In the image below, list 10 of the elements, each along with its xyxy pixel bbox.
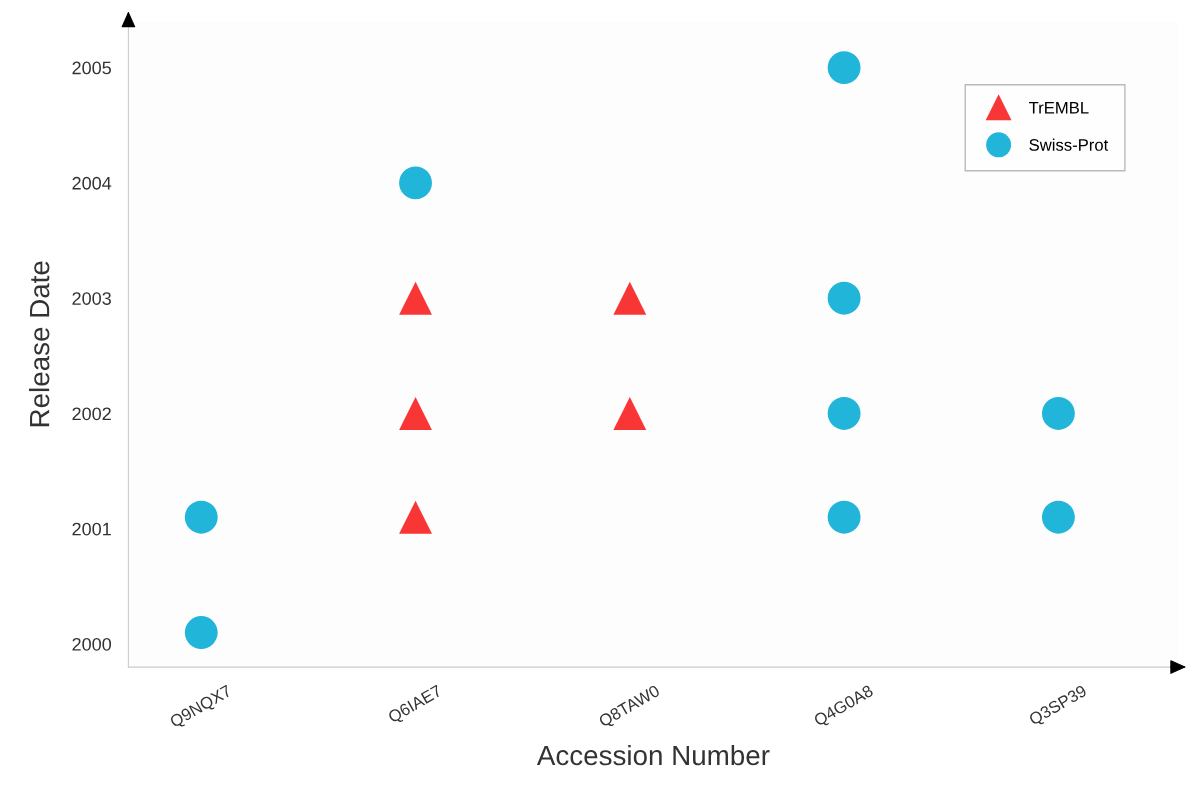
legend-label: Swiss-Prot — [1029, 138, 1109, 151]
x-axis-title: Accession Number — [536, 744, 770, 766]
y-tick-label: 2001 — [72, 522, 111, 536]
y-tick-label: 2003 — [72, 292, 111, 305]
y-axis-title: Release Date — [29, 261, 50, 427]
y-tick-label: 2005 — [72, 61, 111, 75]
y-tick-label: 2004 — [72, 176, 112, 190]
legend-label: TrEMBL — [1028, 102, 1089, 114]
y-tick-label: 2002 — [72, 407, 111, 421]
y-tick-label: 2000 — [72, 637, 112, 651]
